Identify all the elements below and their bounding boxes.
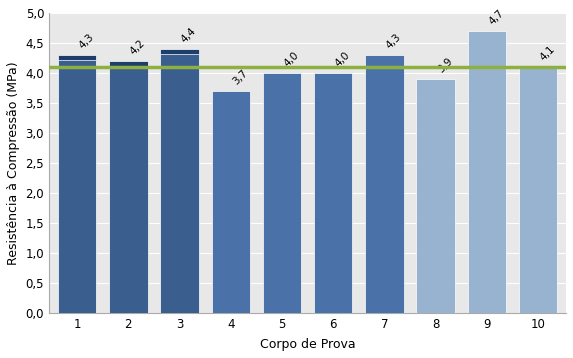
Bar xyxy=(314,73,352,313)
Text: 4,3: 4,3 xyxy=(384,32,403,51)
X-axis label: Corpo de Prova: Corpo de Prova xyxy=(260,338,355,351)
Bar xyxy=(58,55,96,60)
Text: 4,0: 4,0 xyxy=(333,50,352,69)
Bar xyxy=(160,49,199,54)
Bar xyxy=(211,91,250,313)
Bar xyxy=(109,61,147,66)
Text: 4,4: 4,4 xyxy=(179,26,198,45)
Bar xyxy=(109,61,147,313)
Text: 4,1: 4,1 xyxy=(538,44,557,63)
Bar xyxy=(468,31,506,313)
Bar xyxy=(58,55,96,313)
Text: 3,7: 3,7 xyxy=(231,68,250,87)
Text: 4,3: 4,3 xyxy=(77,32,96,51)
Bar xyxy=(365,55,403,313)
Text: 4,0: 4,0 xyxy=(282,50,301,69)
Bar xyxy=(263,73,301,313)
Bar xyxy=(160,49,199,313)
Bar xyxy=(417,79,455,313)
Y-axis label: Resistência à Compressão (MPa): Resistência à Compressão (MPa) xyxy=(7,61,20,265)
Text: 4,7: 4,7 xyxy=(486,8,505,27)
Text: 4,2: 4,2 xyxy=(128,38,147,57)
Bar xyxy=(519,67,557,313)
Text: 3,9: 3,9 xyxy=(435,56,454,75)
